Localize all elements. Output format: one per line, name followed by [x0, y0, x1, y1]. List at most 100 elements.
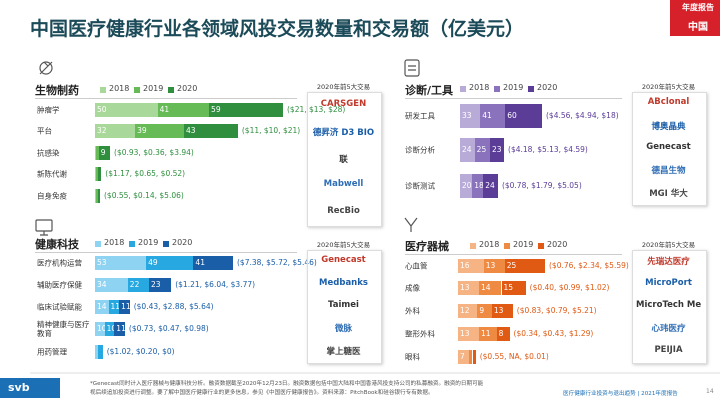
value-label: 13 [460, 283, 470, 292]
bar [209, 103, 283, 117]
value-label: 41 [482, 111, 492, 120]
bar [96, 189, 98, 203]
bar [472, 174, 484, 198]
deals-box [632, 92, 707, 206]
value-label: 8 [498, 329, 504, 338]
deal-logo: 心玮医疗 [651, 324, 686, 335]
bar [95, 300, 109, 314]
legend-label: 2020 [547, 240, 568, 249]
value-label: 11 [116, 324, 126, 333]
bar [95, 256, 147, 270]
amount-label: ($4.18, $5.13, $4.59) [508, 145, 588, 154]
legend-swatch [129, 241, 135, 247]
bar [491, 304, 513, 318]
panel-rule [405, 98, 622, 99]
deal-logo: 德昌生物 [651, 166, 686, 177]
bar [119, 300, 130, 314]
amount-label: ($0.76, $2.34, $5.59) [549, 261, 629, 270]
legend-label: 2020 [172, 238, 193, 247]
deal-logo: 德昇济 D3 BIO [312, 127, 375, 138]
page-number: 14 [706, 388, 714, 395]
value-label: 53 [97, 258, 107, 267]
note-line: 视后续追加投资进行调整。要了解中国医疗健康行业的更多信息，参见《中国医疗健康报告… [90, 390, 434, 396]
bar [96, 146, 99, 160]
value-label: 9 [479, 306, 485, 315]
value-label: 33 [462, 111, 472, 120]
bar [458, 350, 470, 364]
bar [95, 146, 97, 160]
value-label: 10 [106, 324, 117, 333]
deals-title: 2020年前5大交易 [316, 83, 371, 91]
bar [469, 350, 473, 364]
bar [458, 304, 478, 318]
deals-title: 2020年前5大交易 [641, 241, 696, 249]
value-label: 7 [460, 352, 465, 361]
bar [483, 174, 498, 198]
legend-label: 2019 [513, 240, 534, 249]
deals-box [307, 92, 382, 227]
value-label: 59 [211, 105, 221, 114]
value-label: 41 [159, 105, 170, 114]
deal-logo: 先瑞达医疗 [647, 257, 690, 268]
legend-swatch [163, 241, 169, 247]
legend-swatch [100, 87, 106, 93]
amount-label: ($0.78, $1.79, $5.05) [501, 181, 582, 190]
category-label: 整形外科 [405, 329, 435, 339]
deal-logo: 联 [339, 154, 348, 165]
value-label: 14 [97, 302, 107, 311]
category-label: 用药管理 [37, 347, 67, 357]
bar [114, 322, 125, 336]
value-label: 11 [121, 302, 131, 311]
bar [474, 138, 490, 162]
amount-label: ($0.55, NA, $0.01) [479, 352, 549, 361]
category-label: 外科 [405, 306, 420, 316]
legend-swatch [168, 87, 174, 93]
legend-swatch [528, 86, 534, 92]
value-label: 32 [97, 126, 107, 135]
value-label: 13 [493, 306, 504, 315]
note-line: *Genecast同时计入医疗器械与健康科技分析。融资数据截至2020年12月2… [90, 381, 484, 387]
amount-label: ($0.40, $0.99, $1.02) [529, 283, 610, 292]
value-label: 16 [460, 261, 470, 270]
legend-label: 2019 [143, 84, 164, 93]
deal-logo: PEIJIA [654, 344, 683, 355]
amount-label: ($0.43, $2.88, $5.64) [133, 302, 214, 311]
value-label: 9 [100, 148, 106, 157]
category-label: 自身免疫 [37, 191, 67, 201]
category-label: 辅助医疗保健 [37, 280, 82, 290]
category-label: 临床试验赋能 [37, 302, 82, 312]
deals-box [307, 250, 382, 364]
legend-label: 2018 [109, 84, 130, 93]
bar [483, 259, 505, 273]
legend-swatch [470, 243, 476, 249]
value-label: 13 [460, 329, 470, 338]
value-label: 24 [485, 181, 495, 190]
category-label: 研发工具 [405, 111, 435, 121]
value-label: 34 [97, 280, 107, 289]
deals-box [632, 250, 707, 364]
bar [504, 259, 545, 273]
legend-label: 2019 [503, 83, 524, 92]
bar [149, 278, 172, 292]
bar [501, 281, 526, 295]
amount-label: ($0.55, $0.14, $5.06) [104, 191, 184, 200]
category-label: 医疗机构运营 [37, 258, 82, 268]
bar [104, 322, 115, 336]
deal-logo: 博奥晶典 [651, 121, 686, 132]
legend-label: 2018 [479, 240, 500, 249]
bar [458, 327, 479, 341]
deal-logo: Taimei [328, 300, 359, 310]
value-label: 20 [462, 181, 472, 190]
panel-title: 健康科技 [35, 238, 79, 251]
category-label: 诊断分析 [405, 145, 435, 155]
bar [95, 124, 136, 138]
bar [489, 138, 505, 162]
page-title: 中国医疗健康行业各领域风投交易数量和交易额（亿美元） [30, 18, 525, 40]
badge: 中国 [688, 22, 708, 33]
amount-label: ($1.21, $6.04, $3.77) [175, 280, 256, 289]
category-label: 平台 [37, 126, 52, 136]
deal-logo: MicroTech Medical [636, 300, 701, 310]
bar [477, 304, 492, 318]
bar [458, 281, 479, 295]
legend-swatch [504, 243, 510, 249]
